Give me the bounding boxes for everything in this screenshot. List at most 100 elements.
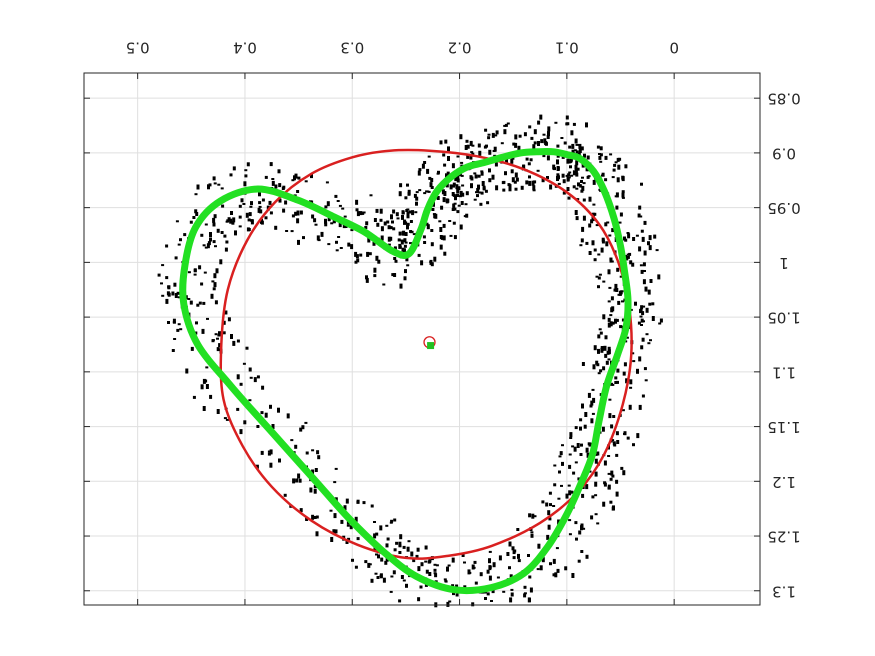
- data-point: [335, 249, 339, 252]
- data-point: [566, 158, 570, 164]
- data-point: [309, 487, 313, 493]
- data-point: [317, 239, 321, 242]
- data-point: [588, 470, 592, 473]
- data-point: [431, 208, 435, 211]
- data-point: [592, 179, 596, 185]
- data-point: [596, 145, 600, 149]
- data-point: [260, 450, 264, 455]
- data-point: [403, 276, 407, 281]
- data-point: [250, 201, 253, 206]
- data-point: [395, 212, 399, 217]
- data-point: [198, 301, 202, 305]
- data-point: [484, 597, 487, 600]
- data-point: [583, 424, 587, 429]
- data-point: [373, 274, 377, 278]
- data-point: [638, 205, 642, 210]
- data-point: [434, 573, 438, 578]
- data-point: [546, 534, 550, 540]
- data-point: [470, 151, 474, 154]
- data-point: [554, 185, 558, 188]
- data-point: [219, 259, 223, 265]
- data-point: [469, 140, 473, 146]
- data-point: [591, 412, 595, 415]
- data-point: [271, 424, 275, 429]
- data-point: [231, 220, 235, 225]
- data-point: [553, 167, 556, 171]
- data-point: [457, 186, 461, 191]
- data-point: [569, 437, 573, 439]
- data-point: [373, 218, 377, 222]
- data-point: [206, 243, 210, 249]
- data-point: [258, 205, 262, 208]
- data-point: [573, 446, 577, 452]
- data-point: [549, 503, 552, 507]
- data-point: [391, 220, 394, 224]
- data-point: [389, 590, 393, 593]
- y-tick-label: 1.25: [767, 528, 800, 546]
- data-point: [620, 466, 624, 470]
- data-point: [640, 182, 643, 186]
- data-point: [426, 168, 430, 174]
- data-point: [354, 251, 358, 257]
- data-point: [373, 546, 377, 552]
- data-point: [562, 191, 566, 195]
- data-point: [466, 153, 470, 159]
- data-point: [398, 191, 402, 197]
- data-point: [446, 601, 450, 607]
- data-point: [338, 204, 342, 207]
- data-point: [174, 256, 178, 260]
- data-point: [592, 397, 596, 403]
- data-point: [510, 592, 514, 597]
- data-point: [206, 317, 209, 320]
- data-point: [410, 231, 414, 234]
- data-point: [161, 264, 165, 267]
- data-point: [423, 241, 427, 244]
- data-point: [232, 166, 236, 171]
- y-tick-label: 1.2: [772, 473, 796, 491]
- data-point: [391, 273, 395, 277]
- data-point: [556, 159, 559, 165]
- data-point: [161, 294, 165, 297]
- data-point: [537, 120, 541, 125]
- data-point: [214, 333, 218, 336]
- data-point: [544, 142, 548, 145]
- data-point: [477, 174, 481, 178]
- data-point: [572, 185, 576, 189]
- data-point: [604, 335, 608, 340]
- data-point: [607, 472, 611, 475]
- data-point: [571, 143, 575, 149]
- data-point: [243, 420, 247, 425]
- data-point: [593, 258, 597, 262]
- data-point: [512, 556, 516, 560]
- data-point: [377, 554, 380, 559]
- data-point: [517, 553, 520, 559]
- data-point: [373, 533, 377, 539]
- data-point: [615, 192, 619, 198]
- data-point: [365, 221, 369, 226]
- data-point: [603, 460, 607, 466]
- data-point: [596, 451, 600, 456]
- data-point: [645, 333, 649, 336]
- data-point: [205, 384, 209, 389]
- data-point: [222, 331, 226, 335]
- data-point: [549, 184, 553, 190]
- data-point: [310, 174, 313, 179]
- data-point: [196, 184, 200, 190]
- data-point: [347, 537, 351, 541]
- data-point: [505, 158, 508, 164]
- data-point: [291, 179, 295, 182]
- data-point: [621, 196, 625, 199]
- data-point: [581, 185, 585, 191]
- data-point: [568, 171, 572, 174]
- data-point: [570, 130, 574, 136]
- data-point: [531, 513, 535, 519]
- data-point: [425, 569, 429, 574]
- data-point: [406, 215, 410, 219]
- data-point: [585, 484, 589, 490]
- data-point: [451, 163, 455, 169]
- data-point: [530, 531, 534, 534]
- data-point: [196, 303, 200, 307]
- data-point: [380, 235, 384, 241]
- data-point: [598, 155, 602, 160]
- data-point: [212, 217, 216, 223]
